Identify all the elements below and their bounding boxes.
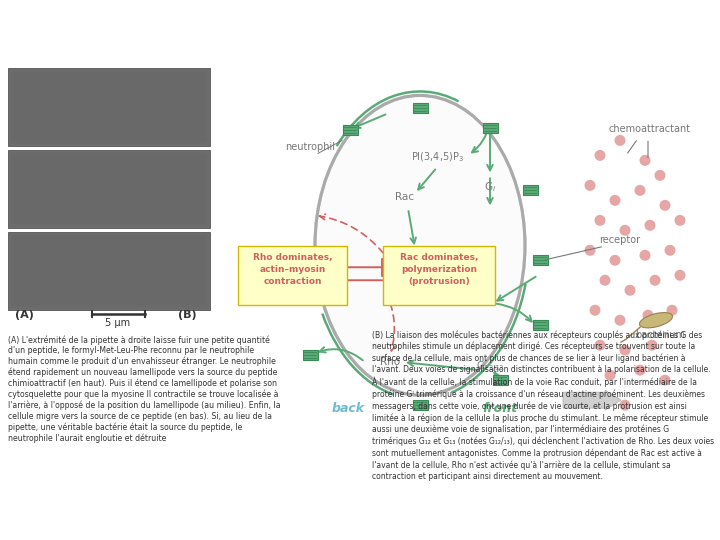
Circle shape — [595, 340, 606, 350]
Text: front: front — [482, 402, 518, 415]
Circle shape — [634, 185, 646, 196]
Bar — [12, 72, 206, 143]
Text: (B) La liaison des molécules bactériennes aux récepteurs couplés aux protéines G: (B) La liaison des molécules bactérienne… — [372, 330, 714, 481]
Bar — [8, 150, 210, 228]
FancyBboxPatch shape — [383, 246, 495, 305]
Text: actin–myosin: actin–myosin — [259, 265, 325, 274]
Circle shape — [639, 155, 650, 166]
Circle shape — [624, 285, 636, 296]
FancyBboxPatch shape — [533, 255, 547, 265]
Circle shape — [614, 135, 626, 146]
Bar — [12, 237, 206, 306]
Circle shape — [660, 200, 670, 211]
Text: Rho dominates,: Rho dominates, — [253, 253, 332, 262]
Circle shape — [595, 150, 606, 161]
Circle shape — [644, 220, 655, 231]
Ellipse shape — [315, 96, 525, 395]
Circle shape — [585, 180, 595, 191]
FancyBboxPatch shape — [238, 246, 347, 305]
Text: Rac: Rac — [395, 192, 415, 202]
Text: (A) L'extrémité de la pipette à droite laisse fuir une petite quantité
d'un pept: (A) L'extrémité de la pipette à droite l… — [8, 335, 281, 442]
Circle shape — [600, 275, 611, 286]
Circle shape — [619, 225, 631, 236]
Text: contraction: contraction — [264, 277, 322, 286]
Circle shape — [634, 364, 646, 376]
FancyArrow shape — [563, 390, 621, 410]
Circle shape — [654, 170, 665, 181]
Circle shape — [585, 245, 595, 256]
Circle shape — [649, 275, 660, 286]
Bar — [8, 69, 210, 146]
Text: (A): (A) — [15, 310, 34, 320]
Circle shape — [619, 400, 631, 410]
Text: Rac dominates,: Rac dominates, — [400, 253, 478, 262]
Circle shape — [667, 305, 678, 316]
Circle shape — [610, 195, 621, 206]
Text: Polarisation et chimiotaxie des neutrophiles: Polarisation et chimiotaxie des neutroph… — [13, 16, 707, 44]
Circle shape — [610, 255, 621, 266]
Circle shape — [619, 345, 631, 356]
FancyBboxPatch shape — [413, 103, 428, 113]
Bar — [8, 232, 210, 310]
Circle shape — [660, 375, 670, 386]
Text: back: back — [331, 402, 364, 415]
FancyBboxPatch shape — [533, 320, 547, 330]
Text: neutrophil: neutrophil — [285, 143, 335, 152]
FancyBboxPatch shape — [413, 400, 428, 410]
FancyBboxPatch shape — [482, 123, 498, 133]
Ellipse shape — [639, 313, 672, 328]
Text: Rho: Rho — [380, 357, 400, 367]
Bar — [8, 69, 210, 146]
FancyBboxPatch shape — [523, 185, 538, 195]
Circle shape — [595, 215, 606, 226]
FancyBboxPatch shape — [302, 350, 318, 360]
Circle shape — [665, 245, 675, 256]
Bar — [10, 71, 208, 144]
Bar — [10, 234, 208, 308]
FancyBboxPatch shape — [343, 125, 358, 136]
Text: PI(3,4,5)P$_3$: PI(3,4,5)P$_3$ — [410, 151, 464, 164]
Text: G$_{12/13}$: G$_{12/13}$ — [476, 360, 505, 375]
Text: (B): (B) — [178, 310, 197, 320]
Text: bacterium: bacterium — [635, 330, 685, 340]
Text: chemoattractant: chemoattractant — [609, 124, 691, 134]
Bar — [8, 232, 210, 310]
Circle shape — [614, 315, 626, 326]
Circle shape — [647, 340, 657, 350]
Circle shape — [590, 395, 600, 406]
Circle shape — [590, 305, 600, 316]
Text: receptor: receptor — [600, 235, 641, 245]
Text: 5 µm: 5 µm — [105, 318, 130, 328]
Circle shape — [675, 270, 685, 281]
Bar — [10, 152, 208, 226]
Bar — [8, 150, 210, 228]
Text: G$_i$: G$_i$ — [484, 180, 496, 194]
Circle shape — [642, 310, 654, 321]
Circle shape — [639, 250, 650, 261]
Text: polymerization: polymerization — [401, 265, 477, 274]
Bar — [12, 154, 206, 224]
Text: (protrusion): (protrusion) — [408, 277, 470, 286]
FancyBboxPatch shape — [492, 375, 508, 385]
Circle shape — [605, 370, 616, 381]
Circle shape — [675, 215, 685, 226]
